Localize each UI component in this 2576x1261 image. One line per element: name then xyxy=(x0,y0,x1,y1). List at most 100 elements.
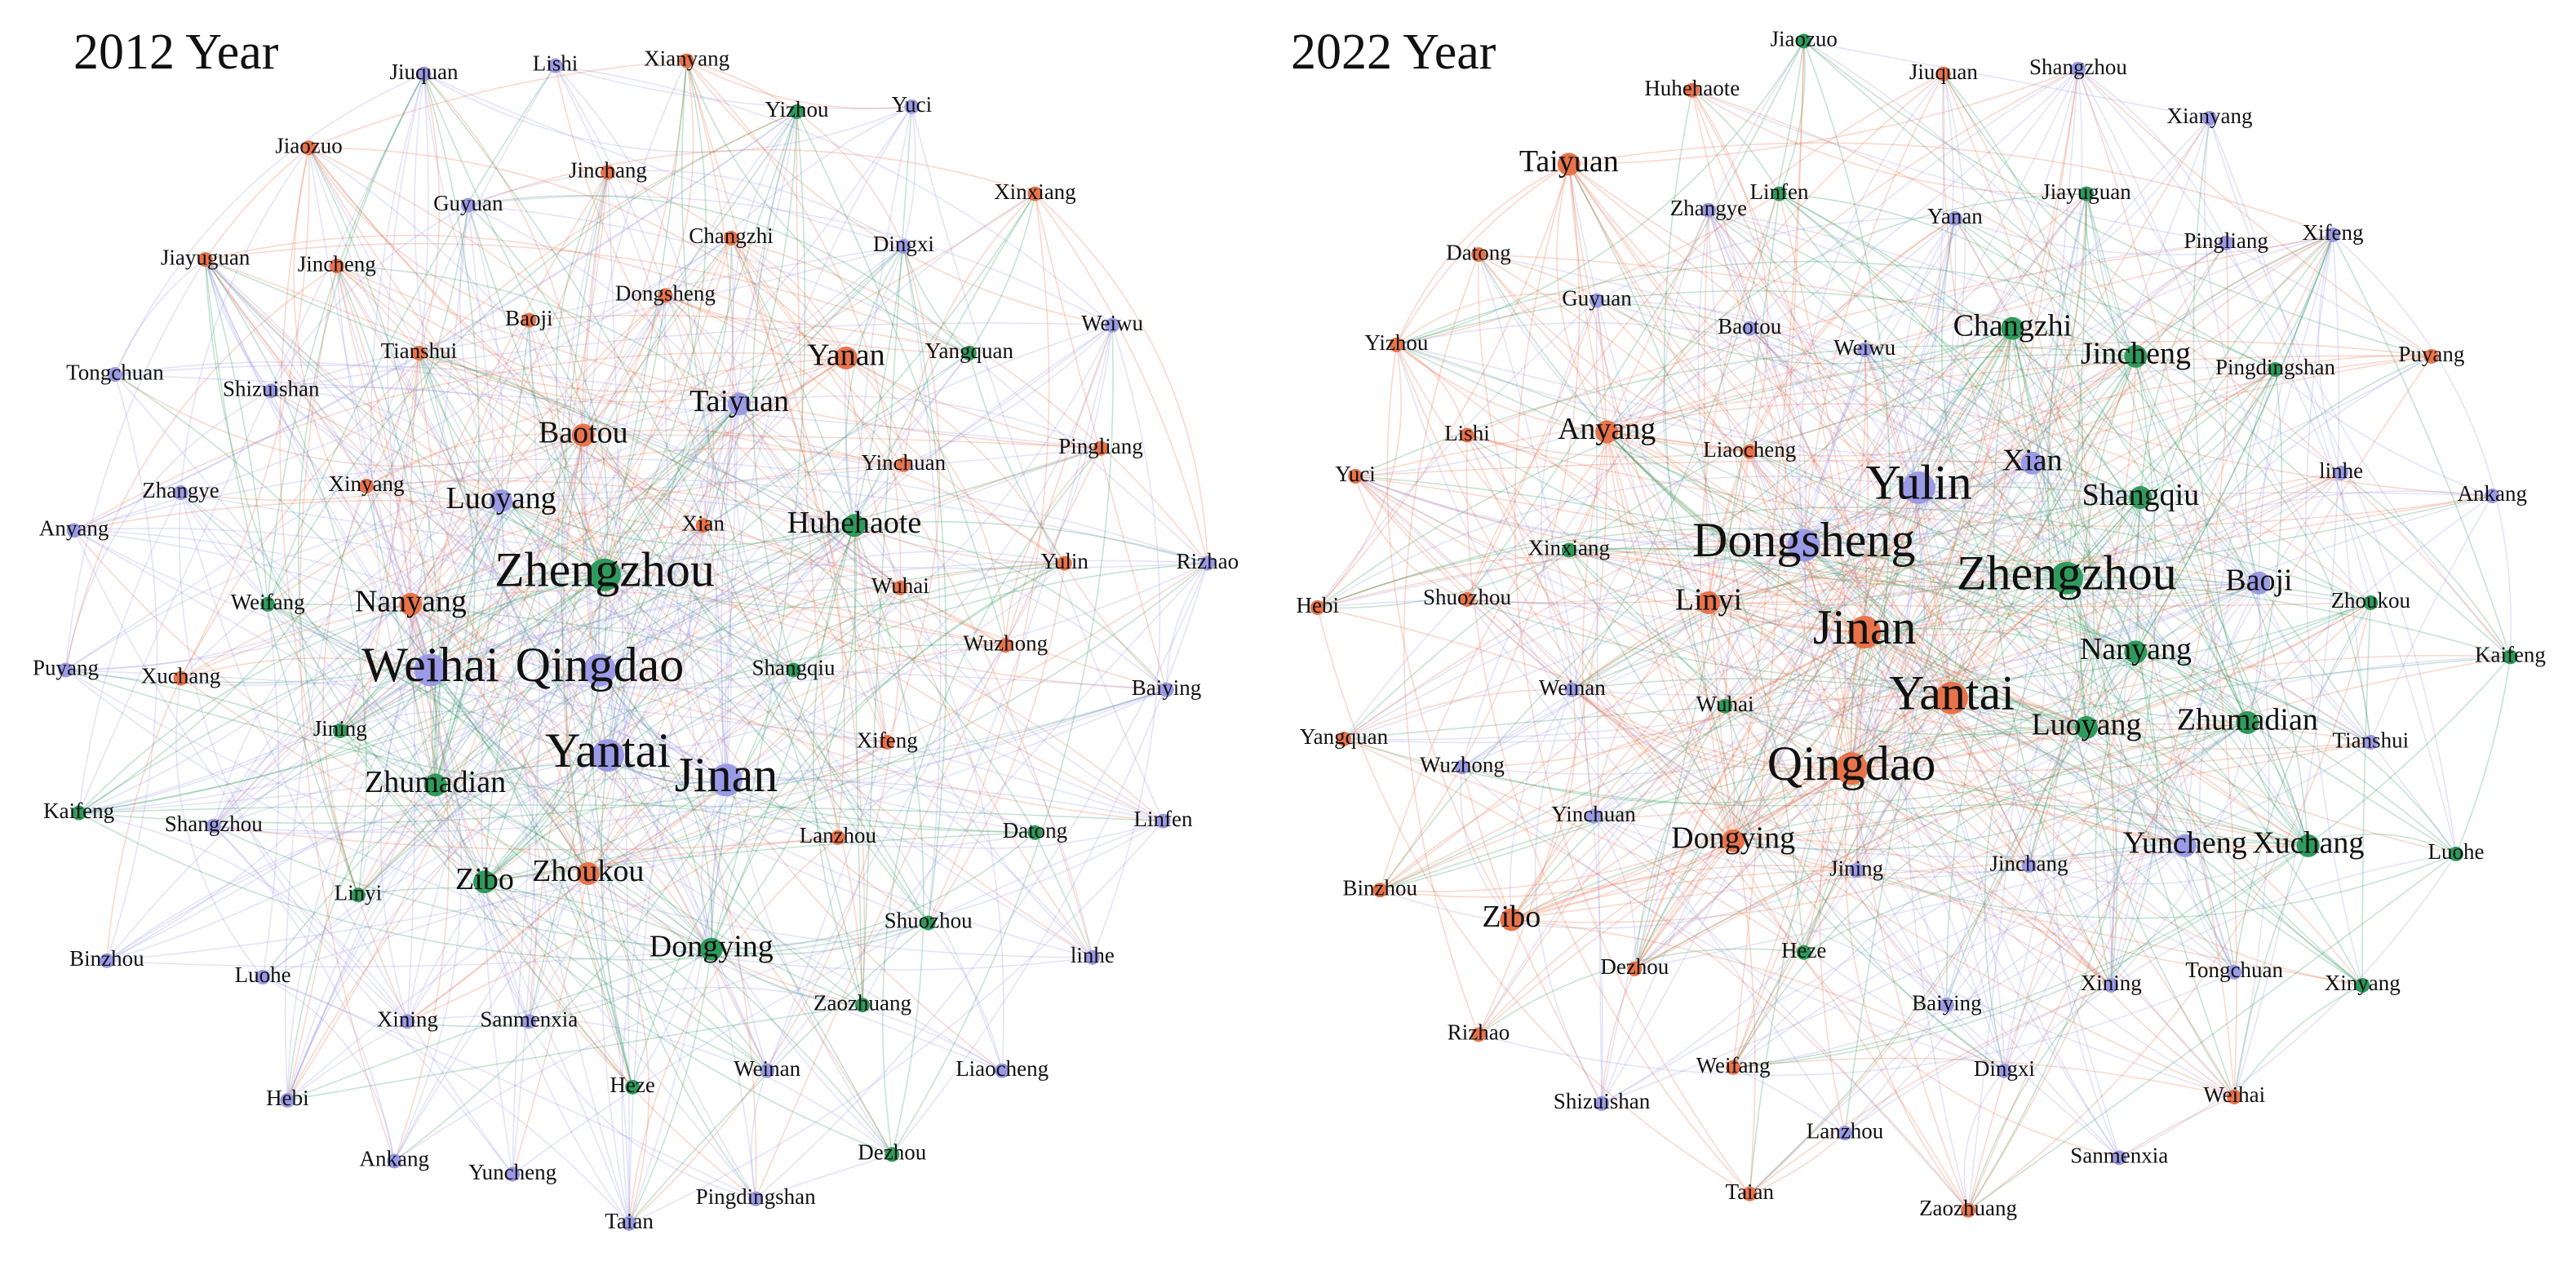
node xyxy=(576,862,600,886)
edge xyxy=(580,435,605,576)
edge xyxy=(1662,210,1709,604)
edge xyxy=(429,670,530,1022)
edge xyxy=(2370,495,2494,743)
edge xyxy=(1967,234,2334,1211)
node-label: Xianyang xyxy=(644,46,729,71)
edge xyxy=(409,352,420,604)
edge xyxy=(1749,450,2235,973)
node-label: Xianyang xyxy=(2167,104,2253,128)
node xyxy=(1742,1186,1758,1201)
edge xyxy=(1606,431,1750,453)
node-label: Luohe xyxy=(2428,839,2485,864)
edge xyxy=(663,295,769,1071)
edge xyxy=(1572,356,2432,691)
edge xyxy=(1732,840,2363,986)
edge xyxy=(1596,299,2068,579)
node-label: Dongsheng xyxy=(1692,513,1915,567)
edge xyxy=(583,60,688,436)
node xyxy=(107,367,122,383)
edge xyxy=(1572,497,2141,691)
edge xyxy=(2246,722,2457,855)
edge xyxy=(65,497,855,671)
edge xyxy=(1541,300,1598,690)
node-label: Ankang xyxy=(2458,481,2527,506)
edge xyxy=(366,476,1208,564)
edge xyxy=(1606,431,2309,847)
edge xyxy=(2233,984,2363,1098)
edge xyxy=(106,669,431,962)
edge xyxy=(1355,462,2033,543)
node xyxy=(1027,186,1043,201)
edge xyxy=(1568,163,2186,847)
node-label: Guyuan xyxy=(1562,286,1632,311)
edge xyxy=(73,111,797,532)
edge xyxy=(78,573,605,814)
edge xyxy=(604,574,839,838)
edge xyxy=(271,390,502,502)
edge xyxy=(339,524,855,732)
edge xyxy=(1951,472,2342,699)
node xyxy=(2202,110,2218,126)
edge xyxy=(1733,845,2186,1069)
edge xyxy=(710,670,795,949)
edge xyxy=(1343,544,1805,740)
edge xyxy=(562,435,609,756)
node xyxy=(173,670,188,686)
node xyxy=(99,953,114,968)
edge xyxy=(1514,164,1750,1195)
edge xyxy=(1466,599,1857,871)
node xyxy=(2124,344,2148,368)
edge xyxy=(1864,631,2006,1071)
edge xyxy=(1379,582,2259,891)
edge xyxy=(1708,210,1920,489)
node-label: Puyang xyxy=(33,656,99,680)
edge xyxy=(1733,722,2248,851)
node xyxy=(723,230,738,246)
edge xyxy=(409,604,437,785)
edge xyxy=(599,669,713,949)
edge xyxy=(1749,984,2112,1195)
node-label: Luohe xyxy=(235,962,291,987)
edge xyxy=(607,754,1035,847)
edge xyxy=(389,352,432,670)
edge xyxy=(686,60,902,588)
edge xyxy=(410,604,888,743)
edge xyxy=(1708,210,2120,1159)
edge xyxy=(1596,300,1603,1104)
edge xyxy=(2246,722,2309,847)
node xyxy=(786,662,801,678)
edge xyxy=(599,670,727,781)
edge xyxy=(685,60,888,743)
node-label: Shangqiu xyxy=(752,656,836,680)
node xyxy=(2079,186,2095,201)
edge xyxy=(1343,738,1805,953)
node-label: Zhoukou xyxy=(532,854,644,888)
node-label: Yulin xyxy=(1866,456,1972,510)
edge xyxy=(1803,841,2308,953)
node xyxy=(173,485,188,501)
edge xyxy=(484,831,1035,883)
edge xyxy=(1460,767,1512,921)
edge xyxy=(587,779,727,874)
edge xyxy=(459,205,502,502)
node-label: Lishi xyxy=(1444,421,1490,445)
node xyxy=(2355,978,2370,993)
edge xyxy=(1461,328,1750,768)
node xyxy=(301,140,317,156)
edge xyxy=(2136,497,2235,973)
edge xyxy=(686,60,905,247)
edge xyxy=(2199,582,2260,973)
edge xyxy=(78,492,182,813)
node-label: Zhumadian xyxy=(2177,703,2318,737)
edge xyxy=(837,325,1113,838)
edge xyxy=(2275,355,2432,370)
edge xyxy=(308,147,704,526)
edge xyxy=(468,195,970,354)
edge xyxy=(284,65,556,1101)
edge xyxy=(339,294,666,732)
node xyxy=(460,197,476,213)
node-label: Weiwu xyxy=(1833,335,1895,360)
edge xyxy=(339,106,913,732)
edge xyxy=(1967,602,2372,1211)
edge xyxy=(1317,528,2068,608)
